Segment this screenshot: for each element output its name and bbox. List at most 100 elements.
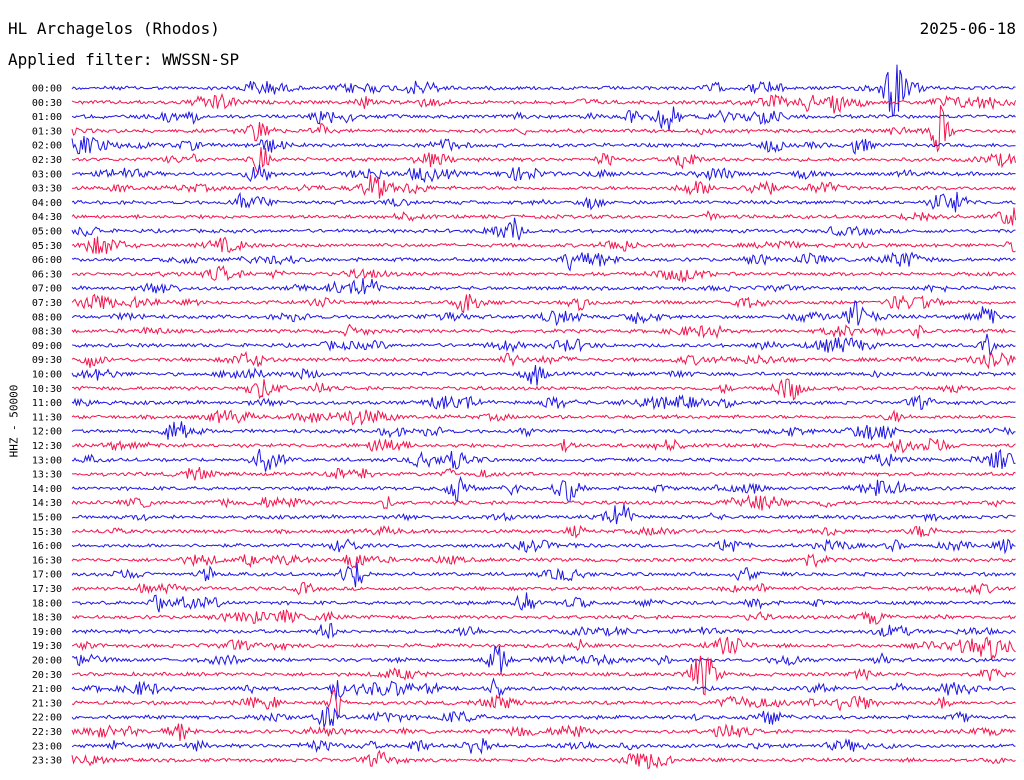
row-time-label: 23:30 xyxy=(32,756,62,767)
row-time-label: 12:00 xyxy=(32,427,62,438)
row-time-label: 21:00 xyxy=(32,684,62,695)
row-time-label: 10:30 xyxy=(32,384,62,395)
trace-line xyxy=(71,737,1016,755)
row-time-label: 06:30 xyxy=(32,269,62,280)
trace-line xyxy=(71,135,1016,156)
trace-line xyxy=(71,475,1016,503)
trace-line xyxy=(71,677,1016,701)
filter-label: Applied filter: WWSSN-SP xyxy=(8,50,240,69)
trace-line xyxy=(71,421,1016,441)
row-time-label: 14:30 xyxy=(32,498,62,509)
row-time-label: 00:30 xyxy=(32,98,62,109)
row-time-label: 02:30 xyxy=(32,155,62,166)
row-time-label: 22:00 xyxy=(32,713,62,724)
trace-line xyxy=(71,636,1016,660)
row-time-label: 09:00 xyxy=(32,341,62,352)
row-time-label: 14:00 xyxy=(32,484,62,495)
row-time-label: 09:30 xyxy=(32,355,62,366)
row-time-label: 16:30 xyxy=(32,555,62,566)
row-time-label: 13:30 xyxy=(32,470,62,481)
trace-line xyxy=(71,394,1016,411)
trace-line xyxy=(71,503,1016,525)
row-time-label: 03:00 xyxy=(32,169,62,180)
trace-line xyxy=(71,106,1016,132)
row-time-label: 00:00 xyxy=(32,84,62,95)
trace-line xyxy=(71,538,1016,555)
row-time-label: 06:00 xyxy=(32,255,62,266)
trace-line xyxy=(71,207,1016,226)
trace-line xyxy=(71,524,1016,539)
trace-line xyxy=(71,251,1016,272)
trace-line xyxy=(71,378,1016,401)
row-time-label: 18:00 xyxy=(32,598,62,609)
trace-line xyxy=(71,293,1016,314)
row-time-label: 15:00 xyxy=(32,513,62,524)
trace-line xyxy=(71,92,1016,114)
row-time-label: 20:30 xyxy=(32,670,62,681)
row-time-label: 01:30 xyxy=(32,126,62,137)
trace-line xyxy=(71,645,1016,674)
trace-line xyxy=(71,553,1016,569)
row-time-label: 04:00 xyxy=(32,198,62,209)
trace-line xyxy=(71,749,1016,770)
row-time-label: 22:30 xyxy=(32,727,62,738)
row-time-label: 08:30 xyxy=(32,327,62,338)
row-time-label: 20:00 xyxy=(32,656,62,667)
trace-line xyxy=(71,64,1016,117)
row-time-label: 07:00 xyxy=(32,284,62,295)
trace-line xyxy=(71,687,1016,717)
row-time-label: 10:00 xyxy=(32,370,62,381)
row-time-label: 21:30 xyxy=(32,698,62,709)
row-time-label: 12:30 xyxy=(32,441,62,452)
trace-line xyxy=(71,562,1016,588)
row-time-label: 17:30 xyxy=(32,584,62,595)
trace-line xyxy=(71,723,1016,741)
trace-line xyxy=(71,592,1016,613)
row-time-label: 13:00 xyxy=(32,455,62,466)
row-time-label: 01:00 xyxy=(32,112,62,123)
trace-line xyxy=(71,706,1016,728)
station-title: HL Archagelos (Rhodos) xyxy=(8,19,220,38)
row-time-label: 02:00 xyxy=(32,141,62,152)
trace-line xyxy=(71,265,1016,284)
row-time-label: 11:30 xyxy=(32,412,62,423)
trace-line xyxy=(71,622,1016,639)
row-time-label: 23:00 xyxy=(32,741,62,752)
trace-line xyxy=(71,323,1016,340)
row-time-label: 07:30 xyxy=(32,298,62,309)
trace-line xyxy=(71,437,1016,454)
row-time-label: 15:30 xyxy=(32,527,62,538)
trace-line xyxy=(71,105,1016,153)
row-time-label: 17:00 xyxy=(32,570,62,581)
trace-line xyxy=(71,494,1016,511)
date-label: 2025-06-18 xyxy=(919,19,1016,38)
trace-line xyxy=(71,448,1016,472)
row-time-label: 16:00 xyxy=(32,541,62,552)
row-time-label: 08:00 xyxy=(32,312,62,323)
trace-line xyxy=(71,409,1016,426)
trace-line xyxy=(71,655,1016,696)
trace-line xyxy=(71,277,1016,295)
trace-line xyxy=(71,191,1016,213)
row-time-label: 05:00 xyxy=(32,227,62,238)
row-time-label: 05:30 xyxy=(32,241,62,252)
trace-line xyxy=(71,300,1016,327)
trace-line xyxy=(71,365,1016,386)
trace-line xyxy=(71,164,1016,184)
trace-line xyxy=(71,217,1016,241)
trace-line xyxy=(71,333,1016,356)
trace-line xyxy=(71,174,1016,199)
row-time-label: 19:00 xyxy=(32,627,62,638)
trace-line xyxy=(71,466,1016,481)
row-time-label: 04:30 xyxy=(32,212,62,223)
row-time-label: 19:30 xyxy=(32,641,62,652)
trace-line xyxy=(71,147,1016,176)
row-time-label: 18:30 xyxy=(32,613,62,624)
trace-line xyxy=(71,609,1016,625)
trace-line xyxy=(71,581,1016,596)
trace-line xyxy=(71,236,1016,254)
row-time-label: 03:30 xyxy=(32,184,62,195)
row-time-label: 11:00 xyxy=(32,398,62,409)
trace-line xyxy=(71,350,1016,370)
